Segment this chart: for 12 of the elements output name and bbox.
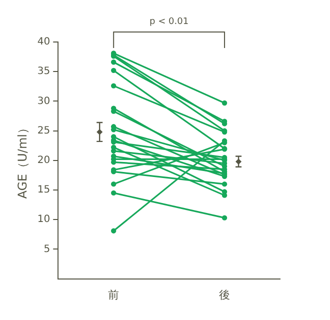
y-tick-label: 25 bbox=[37, 125, 50, 136]
y-tick-label: 30 bbox=[37, 96, 50, 107]
x-tick-label: 前 bbox=[108, 288, 120, 302]
y-tick-label: 35 bbox=[37, 66, 50, 78]
y-tick-label: 10 bbox=[37, 214, 50, 226]
y-tick-label: 15 bbox=[37, 184, 50, 196]
text: p < 0.01 bbox=[150, 16, 189, 27]
y-tick-label: 5 bbox=[44, 244, 50, 255]
y-tick-label: 20 bbox=[37, 154, 50, 166]
x-tick-label: 後 bbox=[219, 288, 230, 302]
y-axis-title: AGE（U/ml） bbox=[15, 122, 30, 199]
y-tick-label: 40 bbox=[37, 36, 50, 48]
